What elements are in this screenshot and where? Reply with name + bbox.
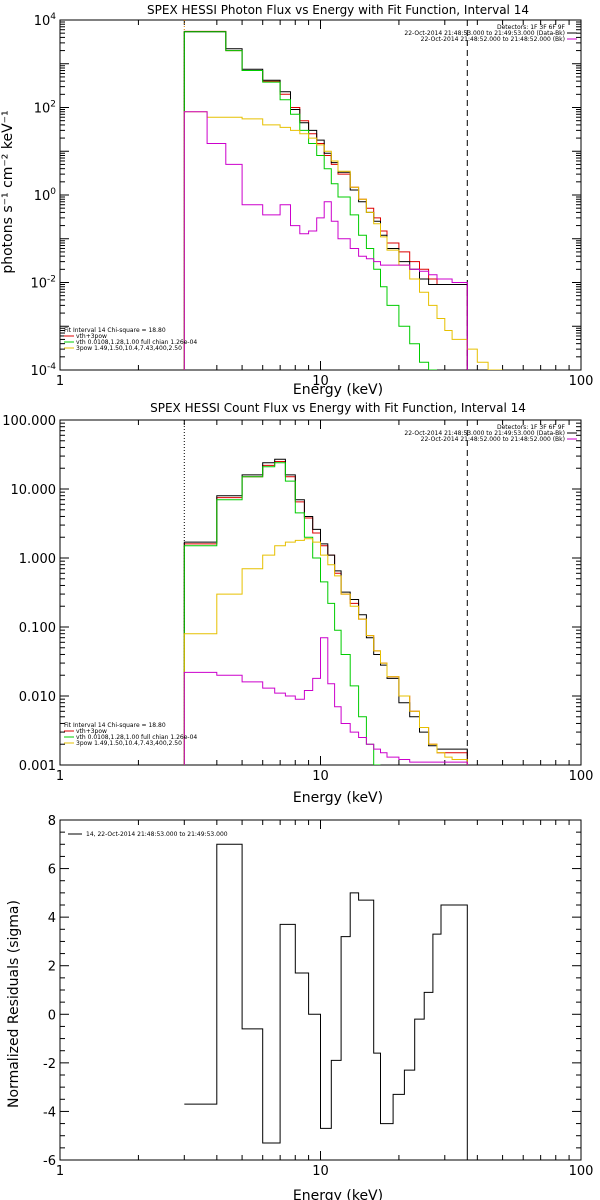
count-flux-xlabel: Energy (keV)	[293, 790, 383, 806]
plot-frame	[59, 19, 582, 371]
legend-top-right-entry: Detectors: 1F 3F 6F 9F	[497, 424, 566, 431]
count-flux-panel: SPEX HESSI Count Flux vs Energy with Fit…	[2, 401, 593, 806]
legend-top-right-entry: 22-Oct-2014 21:48:52.000 to 21:48:52.000…	[421, 436, 565, 443]
x-tick-label: 100	[569, 769, 594, 784]
x-tick-label: 1	[56, 374, 64, 389]
series-3pow	[183, 111, 503, 370]
photon-flux-xlabel: Energy (keV)	[293, 382, 383, 398]
residuals-panel: Normalized Residuals (sigma) Energy (keV…	[6, 814, 593, 1200]
count-flux-title: SPEX HESSI Count Flux vs Energy with Fit…	[150, 401, 526, 415]
series-data	[183, 458, 468, 765]
series-3pow	[183, 538, 468, 765]
photon-flux-title: SPEX HESSI Photon Flux vs Energy with Fi…	[147, 3, 529, 17]
y-tick-label: 0.100	[19, 621, 56, 636]
x-axis-ticks	[59, 20, 570, 370]
residuals-xlabel: Energy (keV)	[293, 1188, 383, 1200]
y-tick-label: 104	[34, 12, 57, 29]
x-tick-label: 10	[312, 374, 329, 389]
legend-top-right-entry: 22-Oct-2014 21:48:53.000 to 21:49:53.000…	[404, 30, 565, 37]
series-vth	[183, 462, 381, 765]
series-vth-3pow	[183, 461, 468, 765]
legend-bottom-left-entry: vth 0.0108,1.28,1.00 full chian 1.26e-04	[76, 339, 197, 346]
x-tick-label: 10	[312, 769, 329, 784]
x-tick-label: 1	[56, 769, 64, 784]
y-tick-label: 4	[48, 911, 56, 926]
series-vth-3pow	[183, 30, 468, 370]
y-tick-label: 2	[48, 960, 56, 975]
legend-top-right-entry: 22-Oct-2014 21:48:52.000 to 21:48:52.000…	[421, 36, 565, 43]
legend-bottom-left-entry: 3pow 1.49,1.50,10.4,7.43,400,2.50	[76, 740, 182, 747]
legend-bottom-left-entry: vth+3pow	[76, 728, 107, 735]
y-tick-label: 8	[48, 814, 56, 829]
y-tick-label: 0.010	[19, 690, 56, 705]
y-tick-label: 6	[48, 863, 56, 878]
x-tick-label: 100	[569, 1164, 594, 1179]
y-tick-label: -2	[43, 1057, 56, 1072]
legend-bottom-left-entry: 3pow 1.49,1.50,10.4,7.43,400,2.50	[76, 345, 182, 352]
legend-top-right-entry: 22-Oct-2014 21:48:53.000 to 21:49:53.000…	[404, 430, 565, 437]
y-tick-label: 0.001	[19, 759, 56, 774]
legend-bottom-left-entry: vth+3pow	[76, 333, 107, 340]
y-tick-label: 100.000	[2, 414, 56, 429]
y-tick-label: 0	[48, 1008, 56, 1023]
x-axis-ticks	[59, 420, 570, 765]
series-background	[183, 111, 468, 370]
y-tick-label: -4	[43, 1105, 56, 1120]
series-data	[183, 31, 468, 370]
legend-bottom-left-entry: vth 0.0108,1.28,1.00 full chian 1.26e-04	[76, 734, 197, 741]
legend-bottom-left-entry: Fit Interval 14 Chi-square = 18.80	[64, 327, 166, 334]
y-tick-label: -6	[43, 1154, 56, 1169]
legend-top-left-entry: 14, 22-Oct-2014 21:48:53.000 to 21:49:53…	[86, 831, 228, 838]
y-tick-label: 10.000	[11, 483, 57, 498]
series-residuals	[184, 843, 468, 1160]
x-axis-ticks	[59, 820, 570, 1160]
y-tick-label: 1.000	[19, 552, 56, 567]
legend-top-right-entry: Detectors: 1F 3F 6F 9F	[497, 24, 566, 31]
photon-flux-panel: SPEX HESSI Photon Flux vs Energy with Fi…	[0, 3, 593, 398]
y-axis-ticks	[60, 819, 581, 1161]
x-tick-label: 1	[56, 1164, 64, 1179]
y-tick-label: 102	[34, 100, 56, 117]
y-tick-label: 10-2	[30, 275, 56, 292]
series-vth	[183, 31, 437, 370]
y-tick-label: 10-4	[30, 362, 56, 379]
y-axis-ticks	[60, 21, 581, 371]
plot-frame	[59, 419, 582, 766]
y-tick-label: 100	[34, 187, 57, 204]
photon-flux-ylabel: photons s⁻¹ cm⁻² keV⁻¹	[0, 110, 16, 273]
series-background	[183, 637, 468, 765]
x-tick-label: 100	[569, 374, 594, 389]
y-axis-ticks	[60, 422, 581, 766]
legend-bottom-left-entry: Fit Interval 14 Chi-square = 18.80	[64, 722, 166, 729]
x-tick-label: 10	[312, 1164, 329, 1179]
residuals-ylabel: Normalized Residuals (sigma)	[6, 900, 22, 1108]
